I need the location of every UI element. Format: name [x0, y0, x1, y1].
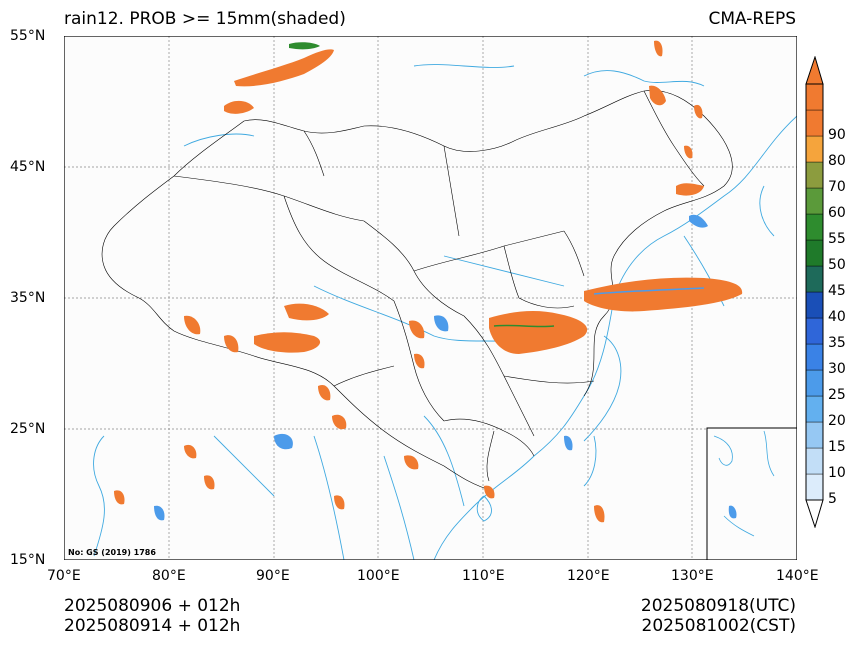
colorbar-cell: [805, 447, 824, 475]
init-time-cst: 2025080914 + 012h: [64, 616, 241, 636]
colorbar-cell: [805, 473, 824, 501]
colorbar-cell: [805, 213, 824, 241]
colorbar-tick-label: 5: [828, 491, 837, 507]
south-china-sea-inset: [706, 427, 797, 560]
map-title: rain12. PROB >= 15mm(shaded): [64, 9, 346, 29]
colorbar-tick-label: 40: [828, 309, 846, 325]
colorbar-tick-label: 10: [828, 465, 846, 481]
colorbar-tick-label: 20: [828, 413, 846, 429]
colorbar-tick-label: 55: [828, 231, 846, 247]
colorbar-tick-label: 70: [828, 179, 846, 195]
lat-tick-label: 25°N: [10, 421, 46, 437]
colorbar-cell: [805, 317, 824, 345]
colorbar-tick-label: 50: [828, 257, 846, 273]
colorbar-tick-label: 90: [828, 127, 846, 143]
colorbar-cell: [805, 161, 824, 189]
colorbar-cell: [805, 369, 824, 397]
lon-tick-label: 110°E: [462, 568, 505, 584]
colorbar-cell: [805, 343, 824, 371]
lon-tick-label: 130°E: [671, 568, 714, 584]
map-panel: No: GS (2019) 1786: [64, 36, 797, 560]
inset-coastline: [713, 430, 775, 537]
colorbar-cell: [805, 239, 824, 267]
colorbar-cell: [805, 421, 824, 449]
lon-tick-label: 80°E: [152, 568, 186, 584]
colorbar-bottom-arrow: [805, 499, 824, 528]
colorbar-tick-label: 45: [828, 283, 846, 299]
rain-probability-shading: [114, 40, 743, 523]
colorbar-tick-label: 30: [828, 361, 846, 377]
valid-time-cst: 2025081002(CST): [641, 616, 796, 636]
colorbar-tick-label: 35: [828, 335, 846, 351]
colorbar-cell: [805, 395, 824, 423]
colorbar-cell: [805, 83, 824, 111]
lon-tick-label: 90°E: [256, 568, 290, 584]
model-name: CMA-REPS: [708, 9, 796, 29]
lon-tick-label: 100°E: [357, 568, 400, 584]
colorbar-frame: [805, 83, 824, 501]
lon-tick-label: 140°E: [776, 568, 819, 584]
lon-tick-label: 120°E: [567, 568, 610, 584]
colorbar-top-arrow: [805, 56, 824, 85]
valid-time-utc: 2025080918(UTC): [640, 596, 796, 616]
lat-tick-label: 45°N: [10, 159, 46, 175]
lon-tick-label: 70°E: [47, 568, 81, 584]
init-time-utc: 2025080906 + 012h: [64, 596, 241, 616]
lat-tick-label: 15°N: [10, 552, 46, 568]
colorbar-cell: [805, 109, 824, 137]
colorbar-cell: [805, 265, 824, 293]
colorbar-tick-label: 80: [828, 153, 846, 169]
colorbar-cell: [805, 291, 824, 319]
lat-tick-label: 35°N: [10, 290, 46, 306]
colorbar-tick-label: 60: [828, 205, 846, 221]
colorbar-cell: [805, 135, 824, 163]
colorbar-tick-label: 15: [828, 439, 846, 455]
lat-tick-label: 55°N: [10, 28, 46, 44]
colorbar-cell: [805, 187, 824, 215]
colorbar-tick-label: 25: [828, 387, 846, 403]
colorbar: [805, 56, 824, 528]
map-approval-note: No: GS (2019) 1786: [68, 548, 156, 557]
